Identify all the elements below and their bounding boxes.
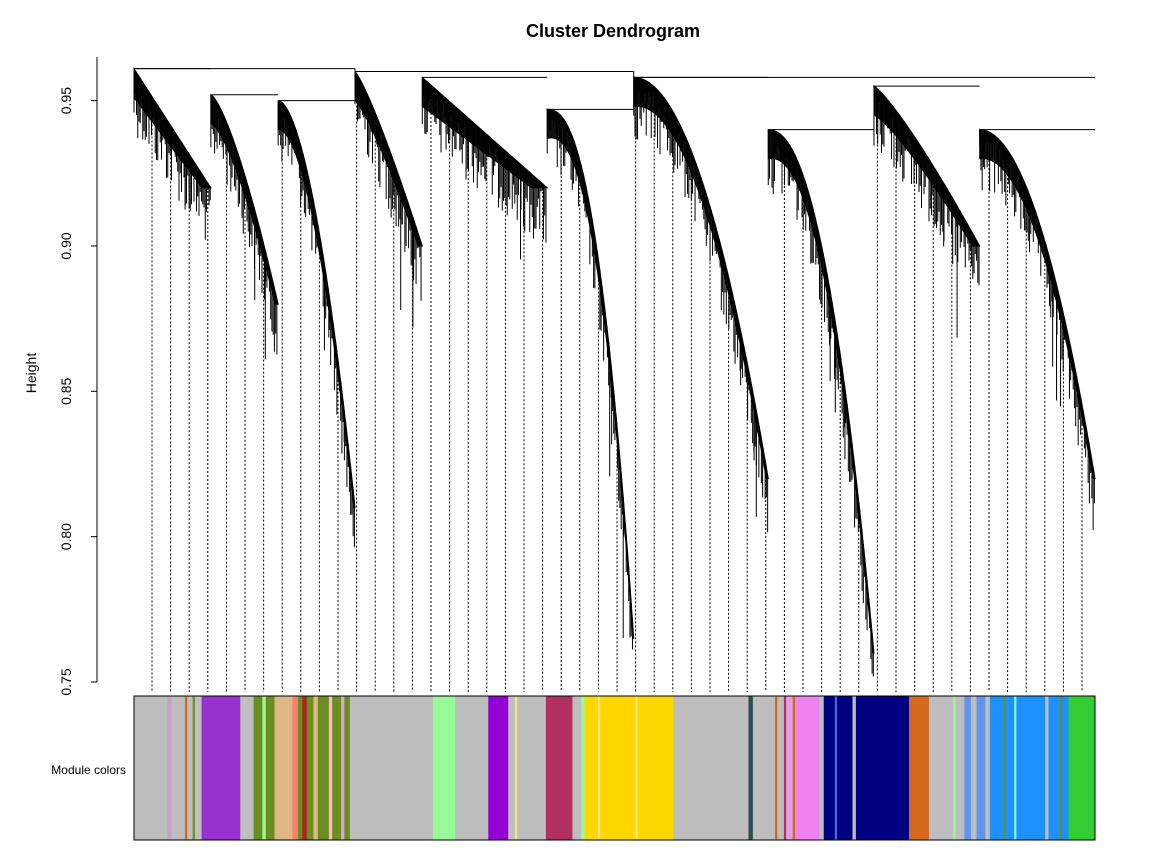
module-color-segment xyxy=(673,696,749,840)
module-color-segment xyxy=(1014,696,1017,840)
module-color-segment xyxy=(1003,696,1006,840)
module-color-segment xyxy=(508,696,516,840)
module-color-segment xyxy=(332,696,342,840)
module-color-segment xyxy=(971,696,977,840)
y-tick-label: 0.95 xyxy=(58,87,74,114)
module-color-segment xyxy=(1061,696,1069,840)
module-color-segment xyxy=(349,696,434,840)
module-color-segment xyxy=(455,696,489,840)
module-color-segment xyxy=(488,696,509,840)
module-color-segment xyxy=(184,696,188,840)
cluster-branch-mass xyxy=(979,128,1096,479)
module-color-segment xyxy=(192,696,196,840)
module-color-segment xyxy=(964,696,972,840)
module-color-segment xyxy=(292,696,299,840)
cluster-branch-mass xyxy=(210,94,279,305)
module-color-segment xyxy=(134,696,168,840)
module-color-segment xyxy=(572,696,582,840)
module-color-segment xyxy=(1016,696,1046,840)
module-color-segment xyxy=(302,696,308,840)
module-color-segment xyxy=(637,696,674,840)
module-color-segment xyxy=(274,696,293,840)
module-color-segment xyxy=(545,696,573,840)
module-color-segment xyxy=(928,696,954,840)
module-color-segment xyxy=(953,696,956,840)
cluster-branch-mass xyxy=(632,76,769,479)
module-color-segment xyxy=(514,696,518,840)
module-color-segment xyxy=(584,696,599,840)
y-axis-label: Height xyxy=(23,353,39,394)
y-tick-label: 0.90 xyxy=(58,232,74,259)
module-color-segment xyxy=(775,696,778,840)
module-color-segment xyxy=(955,696,965,840)
module-color-segment xyxy=(240,696,254,840)
module-color-segment xyxy=(432,696,456,840)
y-tick-label: 0.85 xyxy=(58,377,74,404)
y-tick-label: 0.75 xyxy=(58,668,74,695)
module-color-segment xyxy=(855,696,910,840)
y-tick-label: 0.80 xyxy=(58,523,74,550)
chart-title: Cluster Dendrogram xyxy=(526,21,700,41)
module-color-segment xyxy=(171,696,186,840)
module-color-segment xyxy=(600,696,636,840)
module-color-segment xyxy=(852,696,857,840)
module-color-segment xyxy=(194,696,202,840)
module-colors-label: Module colors xyxy=(51,763,126,777)
module-color-segment xyxy=(777,696,785,840)
module-color-segment xyxy=(635,696,639,840)
module-color-segment xyxy=(976,696,986,840)
module-color-segment xyxy=(581,696,585,840)
module-colors-border xyxy=(133,695,1096,841)
module-color-segment xyxy=(344,696,351,840)
module-color-segment xyxy=(265,696,275,840)
module-color-segment xyxy=(1068,696,1096,840)
module-color-segment xyxy=(823,696,836,840)
module-color-segment xyxy=(748,696,754,840)
module-color-segment xyxy=(313,696,319,840)
module-color-segment xyxy=(1059,696,1063,840)
module-color-segment xyxy=(297,696,303,840)
module-color-segment xyxy=(167,696,172,840)
module-color-segment xyxy=(752,696,776,840)
y-axis: 0.75 0.80 0.85 0.90 0.95 xyxy=(58,57,98,696)
module-color-segment xyxy=(783,696,787,840)
module-color-segment xyxy=(253,696,263,840)
module-color-segment xyxy=(328,696,333,840)
module-color-segment xyxy=(819,696,825,840)
module-color-segment xyxy=(834,696,838,840)
module-color-segment xyxy=(262,696,267,840)
module-colors-bar xyxy=(133,695,1096,841)
module-color-segment xyxy=(989,696,1004,840)
module-color-segment xyxy=(985,696,991,840)
module-color-segment xyxy=(341,696,345,840)
dendrogram-tree xyxy=(133,66,1096,692)
module-color-segment xyxy=(837,696,853,840)
module-color-segment xyxy=(794,696,820,840)
module-color-segment xyxy=(306,696,314,840)
module-color-segment xyxy=(317,696,330,840)
module-color-segment xyxy=(1005,696,1015,840)
module-color-segment xyxy=(1048,696,1060,840)
module-color-segment xyxy=(909,696,930,840)
module-color-segment xyxy=(597,696,601,840)
module-color-segment xyxy=(1045,696,1049,840)
module-color-segment xyxy=(792,696,796,840)
module-color-segment xyxy=(517,696,547,840)
module-color-segment xyxy=(786,696,794,840)
module-color-segment xyxy=(187,696,193,840)
module-color-segment xyxy=(201,696,241,840)
